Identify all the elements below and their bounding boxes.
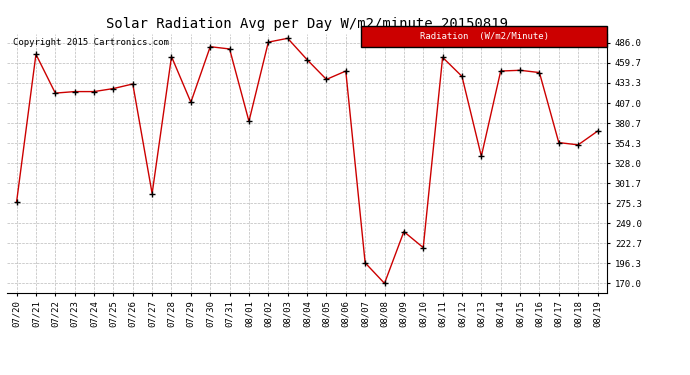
FancyBboxPatch shape xyxy=(361,26,607,47)
Text: Radiation  (W/m2/Minute): Radiation (W/m2/Minute) xyxy=(420,32,549,41)
Title: Solar Radiation Avg per Day W/m2/minute 20150819: Solar Radiation Avg per Day W/m2/minute … xyxy=(106,17,508,31)
Text: Copyright 2015 Cartronics.com: Copyright 2015 Cartronics.com xyxy=(13,38,169,46)
